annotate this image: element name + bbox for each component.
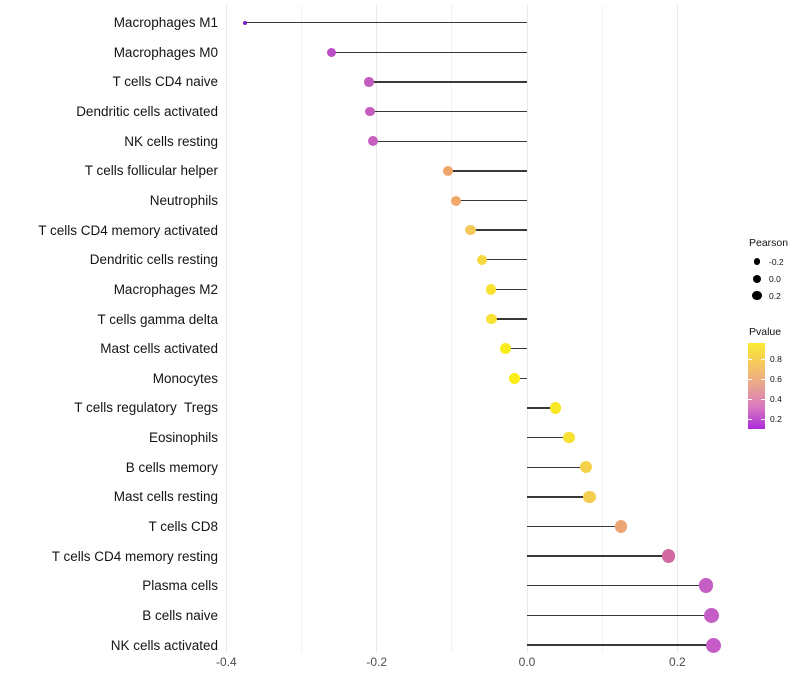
y-axis-label: T cells gamma delta xyxy=(97,311,218,327)
y-axis-label: T cells CD4 memory activated xyxy=(38,222,218,238)
lollipop-stem xyxy=(331,51,527,54)
y-axis-label: Macrophages M1 xyxy=(113,15,218,31)
y-axis-label: Macrophages M2 xyxy=(113,281,218,297)
lollipop-stem xyxy=(514,377,527,379)
y-axis-label: T cells regulatory Tregs xyxy=(74,400,218,416)
y-axis-label: NK cells activated xyxy=(110,637,218,653)
lollipop-point xyxy=(486,313,497,325)
lollipop-stem xyxy=(372,140,527,142)
y-axis-label: Mast cells activated xyxy=(100,341,218,357)
lollipop-point xyxy=(563,431,575,444)
x-axis-tick-label: 0.0 xyxy=(518,655,536,669)
lollipop-point xyxy=(549,402,562,414)
lollipop-point xyxy=(443,165,454,176)
y-axis-label: T cells follicular helper xyxy=(84,163,218,179)
pvalue-tick-label: 0.6 xyxy=(770,374,782,384)
y-axis-label: Plasma cells xyxy=(142,578,218,594)
lollipop-stem xyxy=(527,585,706,587)
lollipop-stem xyxy=(448,170,527,172)
y-axis-label: Dendritic cells resting xyxy=(89,252,218,268)
pearson-legend-label: 0.2 xyxy=(769,290,781,301)
lollipop-point xyxy=(614,520,628,533)
pvalue-colorbar-tick xyxy=(761,399,765,400)
lollipop-stem xyxy=(505,347,527,350)
lollipop-point xyxy=(365,106,375,117)
y-axis-label: Dendritic cells activated xyxy=(76,104,218,120)
lollipop-point xyxy=(243,20,248,25)
lollipop-point xyxy=(451,195,462,206)
pvalue-colorbar-tick xyxy=(748,379,752,380)
lollipop-point xyxy=(465,224,476,236)
lollipop-stem xyxy=(527,496,590,498)
major-gridline xyxy=(676,5,678,652)
pvalue-colorbar-tick xyxy=(761,359,765,360)
y-axis-label: Neutrophils xyxy=(149,193,218,208)
lollipop-stem xyxy=(456,199,527,202)
pvalue-legend-title: Pvalue xyxy=(749,326,782,338)
y-axis-label: Eosinophils xyxy=(148,430,218,446)
y-axis-label: Monocytes xyxy=(152,370,218,386)
lollipop-stem xyxy=(527,644,714,646)
lollipop-stem xyxy=(369,110,527,113)
lollipop-point xyxy=(703,607,719,623)
lollipop-point xyxy=(485,284,497,295)
lollipop-stem xyxy=(527,525,621,528)
pvalue-tick-label: 0.4 xyxy=(770,394,782,404)
lollipop-stem xyxy=(245,22,527,24)
lollipop-point xyxy=(499,343,511,355)
pvalue-tick-label: 0.2 xyxy=(770,414,782,424)
y-axis-label: T cells CD8 xyxy=(148,518,218,534)
pearson-legend-dot xyxy=(752,290,762,301)
lollipop-point xyxy=(476,254,488,266)
y-axis-label: Mast cells resting xyxy=(113,489,218,505)
x-axis-tick-label: -0.4 xyxy=(216,655,237,669)
major-gridline xyxy=(225,5,227,652)
lollipop-stem xyxy=(470,229,527,231)
lollipop-point xyxy=(661,549,676,563)
pvalue-tick-label: 0.8 xyxy=(770,354,782,364)
y-axis-label: NK cells resting xyxy=(124,133,218,149)
lollipop-point xyxy=(508,372,520,384)
pvalue-colorbar-tick xyxy=(761,379,765,380)
lollipop-stem xyxy=(490,288,527,291)
lollipop-point xyxy=(583,490,596,504)
lollipop-stem xyxy=(491,318,527,320)
pearson-legend-title: Pearson xyxy=(749,237,789,249)
lollipop-point xyxy=(705,637,721,653)
major-gridline xyxy=(526,5,528,652)
x-axis-tick-label: -0.2 xyxy=(366,655,388,669)
pvalue-colorbar-tick xyxy=(748,419,752,420)
y-axis-label: T cells CD4 naive xyxy=(112,74,218,90)
minor-gridline xyxy=(451,5,453,652)
lollipop-stem xyxy=(481,259,527,261)
y-axis-label: B cells naive xyxy=(142,607,218,623)
lollipop-point xyxy=(327,47,337,57)
major-gridline xyxy=(376,5,378,652)
y-axis-label: Macrophages M0 xyxy=(113,44,218,60)
pvalue-colorbar xyxy=(748,343,765,429)
pearson-legend-label: 0.0 xyxy=(769,273,781,284)
y-axis-label: T cells CD4 memory resting xyxy=(51,548,218,564)
pvalue-colorbar-tick xyxy=(748,399,752,400)
lollipop-point xyxy=(364,77,374,87)
pearson-legend-dot xyxy=(753,258,761,265)
lollipop-point xyxy=(698,578,714,593)
x-axis-tick-label: 0.2 xyxy=(668,655,686,669)
minor-gridline xyxy=(301,5,303,652)
lollipop-stem xyxy=(527,555,669,557)
pearson-legend-dot xyxy=(753,274,761,283)
pvalue-colorbar-tick xyxy=(761,419,765,420)
y-axis-label: B cells memory xyxy=(125,459,218,475)
pvalue-colorbar-tick xyxy=(748,359,752,360)
lollipop-point xyxy=(367,136,378,147)
lollipop-stem xyxy=(527,407,556,409)
pearson-legend-label: -0.2 xyxy=(769,256,784,267)
lollipop-stem xyxy=(527,614,712,617)
lollipop-point xyxy=(579,461,592,474)
lollipop-stem xyxy=(369,81,527,83)
lollipop-stem xyxy=(527,466,586,468)
minor-gridline xyxy=(601,5,603,652)
lollipop-stem xyxy=(527,436,570,439)
